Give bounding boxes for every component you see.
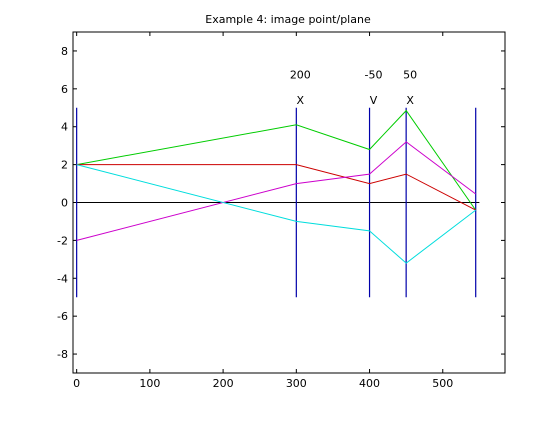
plane-annotation-value: -50	[365, 68, 383, 81]
ray-series-line	[76, 164, 477, 264]
x-tick-label: 100	[139, 377, 160, 390]
chart-title: Example 4: image point/plane	[205, 13, 371, 26]
y-tick-label: -6	[57, 310, 68, 323]
plane-annotation-kind: V	[370, 94, 378, 107]
x-tick-label: 0	[73, 377, 80, 390]
ray-series-line	[76, 164, 476, 211]
y-tick-label: -2	[57, 234, 68, 247]
y-tick-label: 2	[61, 159, 68, 172]
ray-series-line	[76, 109, 477, 211]
x-tick-label: 200	[213, 377, 234, 390]
x-tick-label: 300	[286, 377, 307, 390]
y-tick-label: 8	[61, 45, 68, 58]
y-tick-label: 4	[61, 121, 68, 134]
plane-annotation-value: 50	[403, 68, 417, 81]
plot-area: 0 100 200 300 400 500 -8 -6 -4 -2 0 2 4 6 8 200 X -50 V 50 X	[57, 31, 506, 390]
y-tick-label: -8	[57, 348, 68, 361]
plane-annotation-kind: X	[406, 94, 414, 107]
y-tick-label: -4	[57, 272, 68, 285]
plane-annotation-value: 200	[290, 68, 311, 81]
x-tick-label: 500	[432, 377, 453, 390]
plane-annotation-kind: X	[297, 94, 305, 107]
x-tick-label: 400	[359, 377, 380, 390]
y-tick-label: 0	[61, 197, 68, 210]
y-tick-label: 6	[61, 83, 68, 96]
